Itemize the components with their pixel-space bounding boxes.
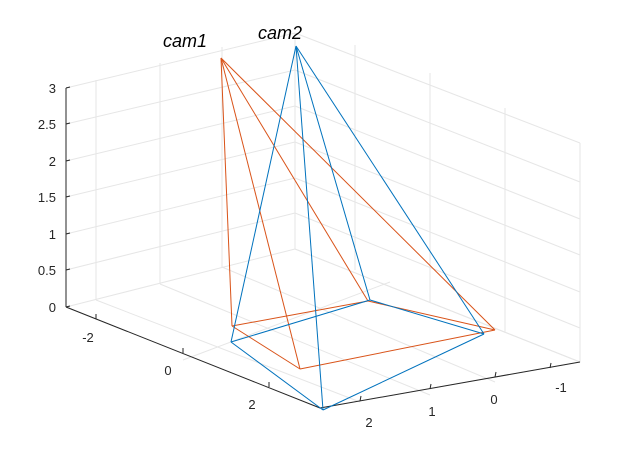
cam2-edge bbox=[230, 299, 371, 343]
cam1-frustum bbox=[220, 57, 496, 370]
z-tick-label: 3 bbox=[49, 81, 56, 96]
left-axis-tick-label: 2 bbox=[248, 397, 255, 412]
cam1-edge bbox=[231, 325, 301, 370]
axes bbox=[65, 86, 581, 409]
z-tick-label: 1 bbox=[49, 227, 56, 242]
z-tick-label: 0 bbox=[49, 300, 56, 315]
cam1-edge bbox=[299, 329, 496, 370]
z-tick-label: 0.5 bbox=[38, 263, 56, 278]
right-axis-line bbox=[319, 361, 581, 409]
left-axis-tick-label: 0 bbox=[164, 363, 171, 378]
cam2-edge bbox=[230, 341, 324, 411]
cam1-label: cam1 bbox=[163, 31, 207, 51]
left-axis-line bbox=[65, 306, 321, 409]
cam2-frustum bbox=[230, 45, 485, 411]
right-axis-tick-labels: 2 1 0 -1 bbox=[365, 380, 566, 430]
grid-back-right-wall bbox=[294, 32, 581, 363]
z-tick-label: 2 bbox=[49, 154, 56, 169]
z-tick-labels: 3 2.5 2 1.5 1 0.5 0 bbox=[38, 81, 56, 315]
right-axis-tick-label: -1 bbox=[555, 380, 567, 395]
cam2-edge bbox=[295, 45, 485, 335]
z-tick-label: 2.5 bbox=[38, 117, 56, 132]
grid-back-left-wall bbox=[65, 32, 296, 307]
cam1-edge bbox=[220, 57, 496, 331]
right-axis-tick-label: 0 bbox=[490, 392, 497, 407]
right-axis-tick-label: 1 bbox=[428, 404, 435, 419]
z-tick-label: 1.5 bbox=[38, 190, 56, 205]
grid-floor bbox=[65, 248, 581, 409]
right-axis-tick-label: 2 bbox=[365, 415, 372, 430]
cam1-edge bbox=[220, 57, 233, 327]
cam2-edge bbox=[230, 45, 297, 343]
cam2-edge bbox=[295, 45, 324, 411]
cam2-edge bbox=[295, 45, 371, 301]
cam1-edge bbox=[220, 57, 369, 302]
cam1-edge bbox=[231, 300, 369, 327]
left-axis-tick-labels: -2 0 2 bbox=[82, 330, 255, 412]
cam2-edge bbox=[369, 299, 485, 335]
left-axis-tick-label: -2 bbox=[82, 330, 94, 345]
cam2-label: cam2 bbox=[258, 23, 302, 43]
cam2-edge bbox=[322, 333, 485, 411]
cam1-edge bbox=[220, 57, 301, 370]
